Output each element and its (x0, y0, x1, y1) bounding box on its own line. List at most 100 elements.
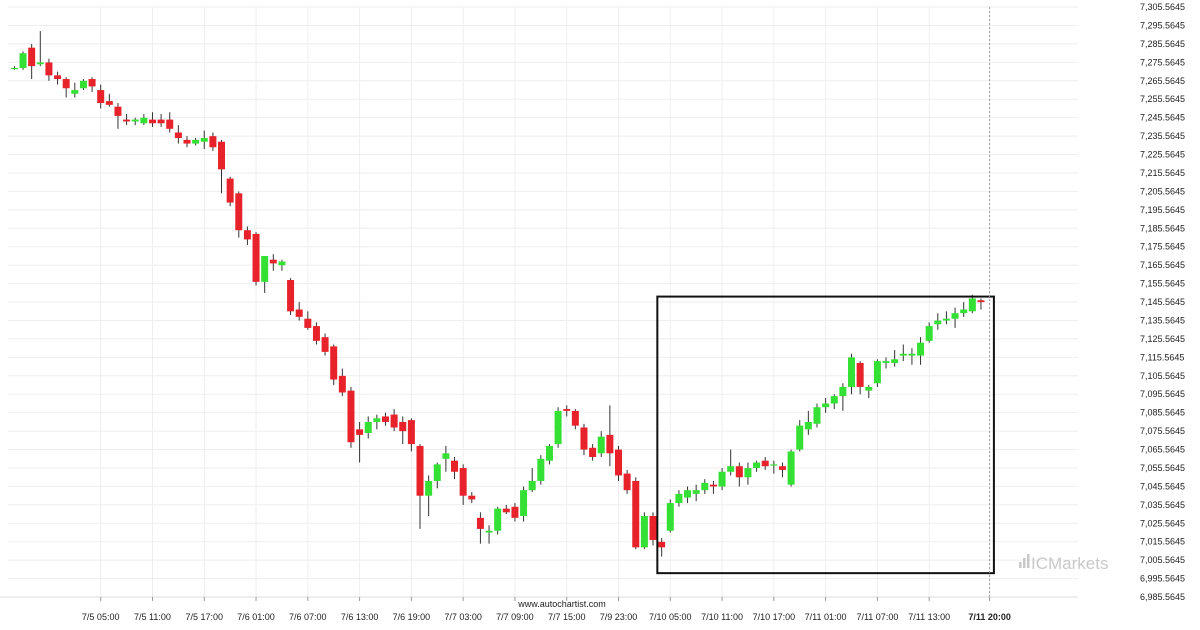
x-tick-label: 7/11 13:00 (908, 612, 950, 622)
candle-down (287, 278, 295, 316)
candle-body (114, 106, 122, 116)
candle-body (183, 139, 191, 144)
candle-body (778, 466, 786, 470)
candle-down (105, 93, 113, 107)
y-tick-label: 7,075.5645 (1140, 426, 1185, 436)
candle-down (123, 114, 131, 126)
candle-body (304, 318, 312, 328)
candle-up (19, 51, 27, 70)
candle-body (157, 119, 165, 124)
candle-body (399, 421, 407, 432)
candle-body (312, 326, 320, 341)
y-tick-label: 7,165.5645 (1140, 260, 1185, 270)
candle-up (960, 302, 968, 317)
candle-down (321, 333, 329, 356)
candle-body (381, 416, 389, 422)
pattern-box (656, 295, 995, 575)
candle-up (545, 444, 553, 465)
x-tick-label: 7/7 03:00 (444, 612, 482, 622)
candle-body (709, 484, 717, 487)
candle-down (209, 132, 217, 151)
y-tick-label: 7,145.5645 (1140, 297, 1185, 307)
candle-body (235, 193, 243, 231)
candle-body (753, 462, 761, 469)
candle-up (373, 414, 381, 430)
candle-down (977, 298, 985, 310)
candle-body (79, 80, 87, 89)
candle-body (502, 508, 510, 513)
candle-body (830, 396, 838, 404)
candle-up (131, 117, 139, 126)
candle-body (770, 464, 778, 466)
candle-body (666, 503, 674, 531)
candle-body (330, 346, 338, 380)
candle-body (520, 490, 528, 516)
candle-body (571, 410, 579, 426)
candle-body (701, 482, 709, 491)
candle-body (71, 90, 79, 94)
y-tick-label: 7,135.5645 (1140, 315, 1185, 325)
candle-down (761, 456, 769, 470)
candle-down (347, 386, 355, 448)
candle-body (459, 468, 467, 496)
y-tick-label: 7,185.5645 (1140, 223, 1185, 233)
candle-up (848, 353, 856, 395)
x-axis: 7/5 05:00 7/5 11:00 7/5 17:00 7/6 01:00 7/6 … (0, 596, 1078, 622)
y-tick-label: 7,235.5645 (1140, 131, 1185, 141)
candle-up (917, 337, 925, 365)
candle-up (675, 490, 683, 507)
candle-up (804, 410, 812, 435)
candle-body (36, 62, 44, 65)
candle-body (787, 451, 795, 485)
x-tick-label: 7/5 05:00 (82, 612, 120, 622)
candle-down (658, 538, 666, 557)
candle-up (908, 348, 916, 365)
candle-body (451, 460, 459, 472)
candle-body (761, 460, 769, 467)
candle-body (192, 139, 200, 144)
x-tick-label: 7/6 01:00 (237, 612, 275, 622)
candle-down (174, 125, 182, 144)
brand-logo: ICMarkets (1019, 554, 1108, 573)
candle-up (528, 468, 536, 493)
candle-body (658, 541, 666, 548)
x-tick-label: 7/10 05:00 (649, 612, 692, 622)
y-tick-label: 7,245.5645 (1140, 113, 1185, 123)
x-tick-label: 7/11 20:00 (968, 612, 1011, 622)
candle-down (338, 368, 346, 397)
candle-up (364, 416, 372, 439)
candle-down (615, 445, 622, 481)
candle-down (571, 409, 579, 430)
candle-down (778, 462, 786, 478)
candle-down (114, 102, 122, 129)
source-watermark: www.autochartist.com (517, 599, 606, 609)
candle-body (425, 480, 433, 496)
candle-up (891, 350, 899, 367)
x-tick-label: 7/9 23:00 (600, 612, 638, 622)
candle-up (925, 322, 933, 343)
candle-down (623, 469, 631, 494)
candle-body (321, 337, 329, 352)
y-tick-label: 7,005.5645 (1140, 555, 1185, 565)
candles (10, 31, 985, 557)
candle-up (865, 385, 873, 398)
candle-up (882, 357, 890, 369)
candle-body (899, 353, 907, 356)
candle-body (615, 449, 622, 476)
x-tick-label: 7/10 11:00 (701, 612, 743, 622)
candle-body (295, 309, 303, 317)
y-tick-label: 7,265.5645 (1140, 76, 1185, 86)
candle-body (338, 375, 346, 393)
logo-bar-icon (1027, 554, 1030, 568)
candle-body (934, 320, 942, 325)
candle-body (347, 390, 355, 443)
candle-body (977, 300, 985, 303)
candle-body (537, 458, 545, 481)
candle-body (597, 436, 605, 454)
x-tick-label: 7/5 17:00 (185, 612, 223, 622)
candle-body (373, 418, 381, 422)
candle-down (589, 444, 597, 461)
candle-body (942, 318, 950, 321)
candle-up (942, 311, 950, 325)
